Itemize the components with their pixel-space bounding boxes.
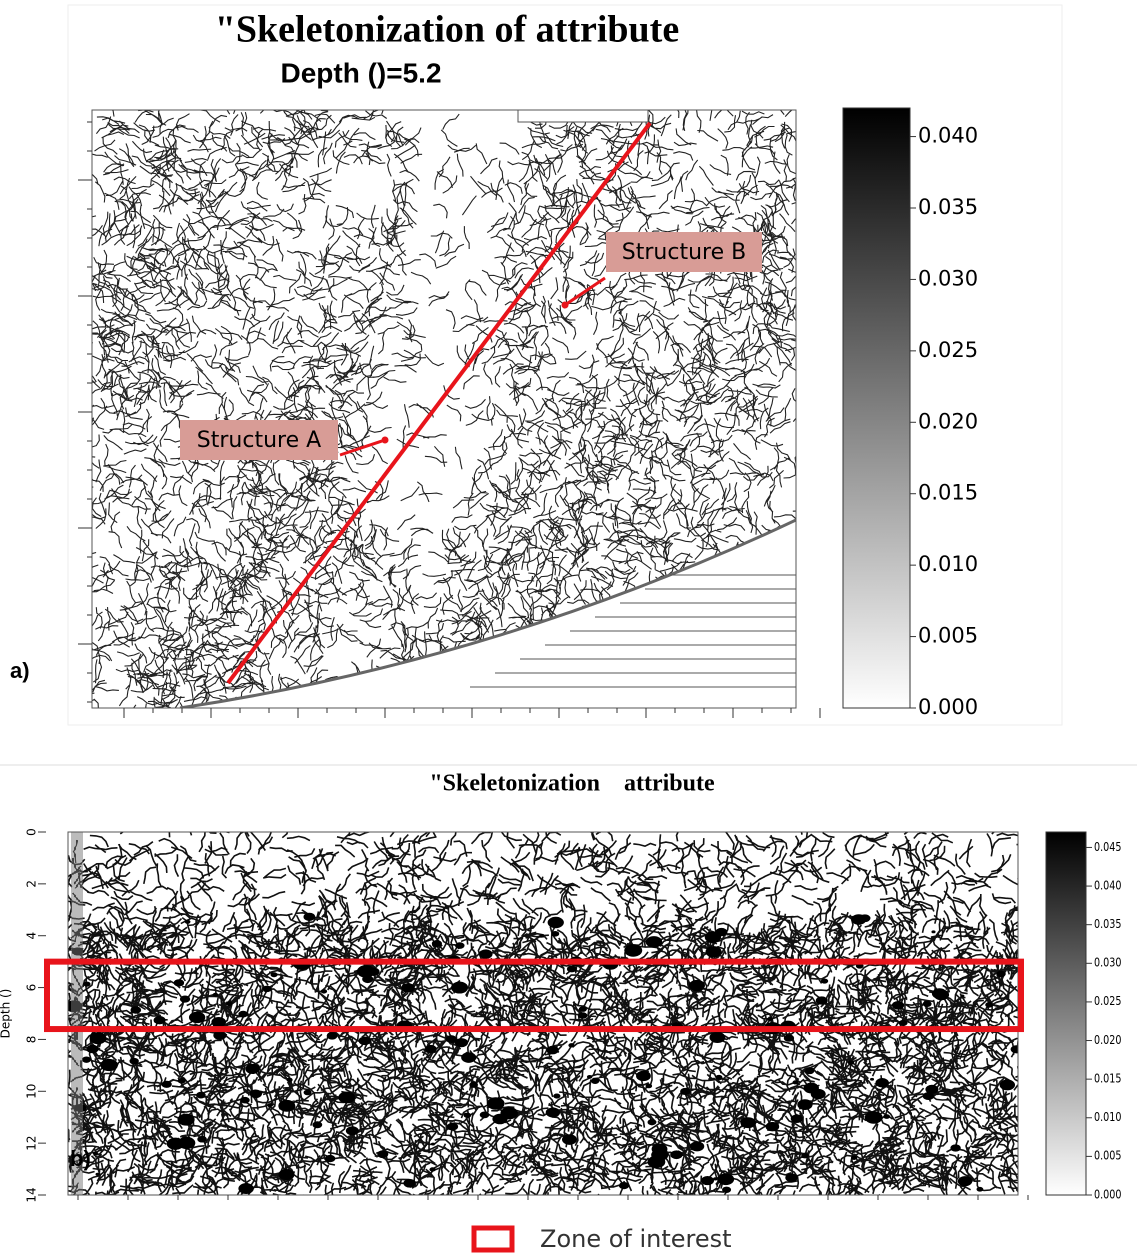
colorbar-tick-label: 0.010 [1094,1110,1122,1124]
y-tick-label: 6 [25,984,39,992]
colorbar-tick-label: 0.020 [1094,1033,1122,1047]
colorbar-tick-label: 0.010 [918,552,978,576]
y-axis-label: Depth () [0,989,13,1039]
colorbar-tick-label: 0.035 [1094,917,1121,931]
arrow-head [382,437,389,444]
colorbar-tick-label: 0.005 [1094,1149,1121,1163]
colorbar-tick-label: 0.035 [918,195,978,219]
title: "Skeletonization attribute [429,771,715,797]
y-tick-label: 8 [25,1036,39,1044]
panel-label: b) [70,1146,91,1171]
colorbar [843,108,910,708]
annotation: Structure A [197,428,321,453]
colorbar-tick-label: 0.040 [1094,878,1122,892]
colorbar-tick-label: 0.005 [918,624,978,648]
y-tick-label: 4 [25,932,39,940]
y-tick-label: 2 [25,880,39,888]
subtitle: Depth ()=5.2 [280,57,441,88]
colorbar-tick-label: 0.020 [918,409,978,433]
image [73,88,819,728]
colorbar-tick-label: 0.025 [918,338,978,362]
y-tick-label: 10 [25,1084,39,1099]
annotation: Structure B [622,240,746,265]
arrow-head [562,302,569,309]
y-tick-label: 0 [25,828,39,836]
image [45,810,1040,1216]
colorbar [1046,832,1086,1195]
colorbar-tick-label: 0.015 [918,481,978,505]
colorbar-tick-label: 0.000 [918,695,978,719]
y-tick-label: 12 [25,1136,39,1151]
colorbar-tick-label: 0.045 [1094,840,1121,854]
colorbar-tick-label: 0.000 [1094,1187,1122,1201]
y-tick-label: 14 [25,1187,39,1202]
colorbar-tick-label: 0.040 [918,124,978,148]
panel-label: a) [10,658,30,683]
colorbar-tick-label: 0.025 [1094,994,1121,1008]
legend-swatch [474,1228,512,1250]
inset [518,110,648,122]
figure: "Skeletonization of attribute Depth ()=5… [0,0,1137,1256]
colorbar-tick-label: 0.030 [1094,956,1122,970]
colorbar-tick-label: 0.015 [1094,1071,1121,1085]
legend-label: Zone of interest [540,1225,732,1253]
title: "Skeletonization of attribute [215,9,679,51]
colorbar-tick-label: 0.030 [918,266,978,290]
